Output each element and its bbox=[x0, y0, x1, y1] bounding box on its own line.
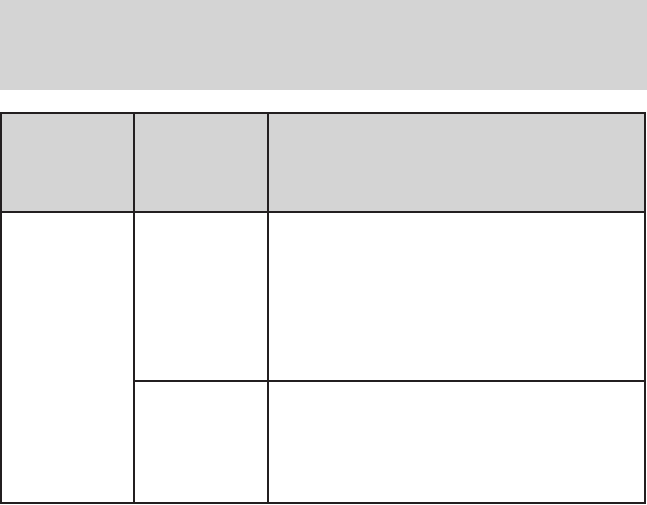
table-border bbox=[0, 112, 646, 504]
table-grid bbox=[0, 112, 646, 504]
header-band bbox=[0, 0, 647, 90]
table-header-row bbox=[1, 113, 645, 212]
